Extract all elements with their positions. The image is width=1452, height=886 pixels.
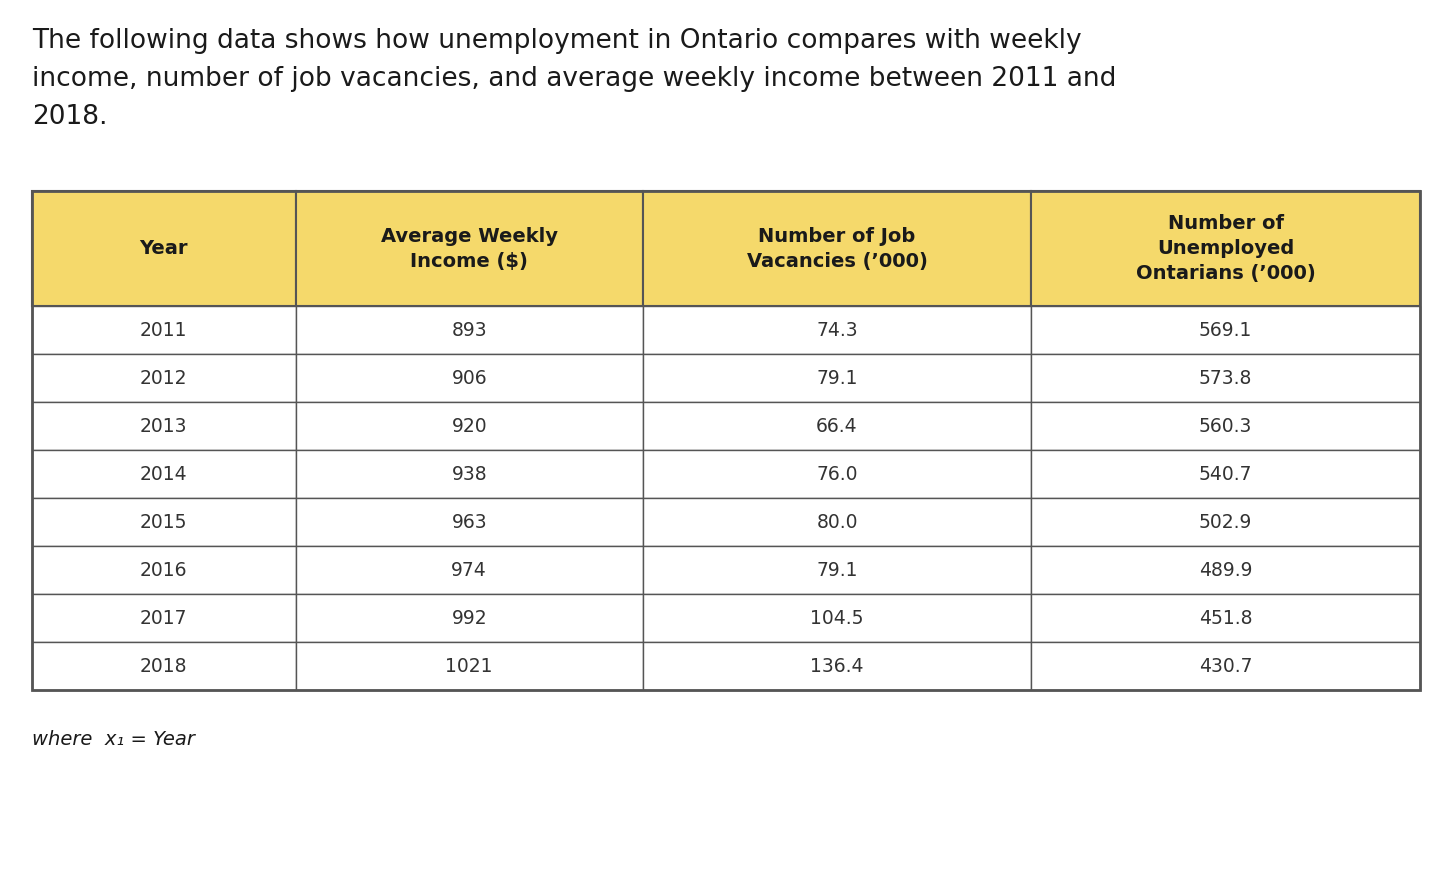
Text: 76.0: 76.0 [816, 464, 858, 484]
Bar [296, 306, 643, 354]
Bar [1031, 546, 1420, 594]
Bar [643, 306, 1031, 354]
Text: 2011: 2011 [139, 321, 187, 339]
Bar [1031, 450, 1420, 498]
Bar [32, 306, 296, 354]
Bar [1031, 594, 1420, 642]
Text: 451.8: 451.8 [1199, 609, 1253, 627]
Text: 430.7: 430.7 [1199, 657, 1253, 675]
Text: 963: 963 [452, 512, 486, 532]
Bar [1031, 354, 1420, 402]
Text: Number of Job
Vacancies (’000): Number of Job Vacancies (’000) [746, 227, 928, 270]
Text: 573.8: 573.8 [1199, 369, 1253, 387]
Text: 489.9: 489.9 [1199, 561, 1253, 579]
Bar [643, 402, 1031, 450]
Text: 974: 974 [452, 561, 486, 579]
Bar [296, 546, 643, 594]
Bar [32, 594, 296, 642]
Bar [643, 354, 1031, 402]
Text: 2012: 2012 [139, 369, 187, 387]
Bar [643, 450, 1031, 498]
Text: 920: 920 [452, 416, 486, 436]
Text: 2014: 2014 [139, 464, 187, 484]
Bar [643, 594, 1031, 642]
Text: 2017: 2017 [139, 609, 187, 627]
Text: Number of
Unemployed
Ontarians (’000): Number of Unemployed Ontarians (’000) [1135, 214, 1316, 283]
Text: 2018: 2018 [139, 657, 187, 675]
Text: 1021: 1021 [446, 657, 494, 675]
Text: 104.5: 104.5 [810, 609, 864, 627]
Text: 569.1: 569.1 [1199, 321, 1253, 339]
Text: 540.7: 540.7 [1199, 464, 1253, 484]
Text: Year: Year [139, 239, 189, 258]
Text: where  x₁ = Year: where x₁ = Year [32, 730, 195, 749]
Text: 938: 938 [452, 464, 486, 484]
Bar [1031, 642, 1420, 690]
Text: 502.9: 502.9 [1199, 512, 1253, 532]
Text: 79.1: 79.1 [816, 561, 858, 579]
Bar [1031, 498, 1420, 546]
Bar [296, 594, 643, 642]
Bar [32, 191, 1420, 690]
Bar [296, 191, 643, 306]
Text: 2015: 2015 [139, 512, 187, 532]
Bar [32, 191, 296, 306]
Bar [296, 354, 643, 402]
Text: 893: 893 [452, 321, 486, 339]
Text: 906: 906 [452, 369, 486, 387]
Text: 79.1: 79.1 [816, 369, 858, 387]
Text: 80.0: 80.0 [816, 512, 858, 532]
Text: 560.3: 560.3 [1199, 416, 1253, 436]
Bar [32, 402, 296, 450]
Bar [296, 402, 643, 450]
Text: 136.4: 136.4 [810, 657, 864, 675]
Text: The following data shows how unemployment in Ontario compares with weekly
income: The following data shows how unemploymen… [32, 28, 1117, 130]
Bar [643, 498, 1031, 546]
Bar [32, 642, 296, 690]
Bar [296, 498, 643, 546]
Bar [643, 642, 1031, 690]
Text: Average Weekly
Income ($): Average Weekly Income ($) [380, 227, 558, 270]
Bar [1031, 306, 1420, 354]
Bar [296, 450, 643, 498]
Bar [32, 450, 296, 498]
Bar [643, 546, 1031, 594]
Bar [1031, 191, 1420, 306]
Text: 74.3: 74.3 [816, 321, 858, 339]
Bar [1031, 402, 1420, 450]
Bar [32, 498, 296, 546]
Bar [643, 191, 1031, 306]
Text: 2013: 2013 [139, 416, 187, 436]
Bar [296, 642, 643, 690]
Text: 992: 992 [452, 609, 486, 627]
Text: 66.4: 66.4 [816, 416, 858, 436]
Bar [32, 546, 296, 594]
Bar [32, 354, 296, 402]
Text: 2016: 2016 [139, 561, 187, 579]
